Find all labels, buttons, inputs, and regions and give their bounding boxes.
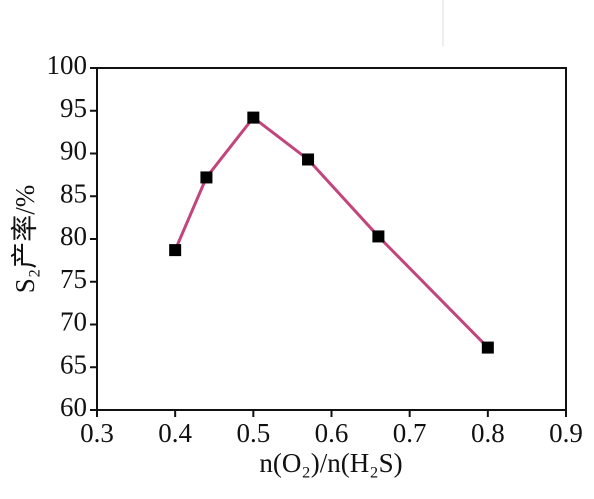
data-point: [169, 244, 182, 257]
y-tick-label: 80: [60, 221, 87, 251]
y-tick-label: 70: [60, 307, 87, 337]
x-tick-label: 0.3: [80, 418, 114, 448]
data-point: [372, 230, 385, 243]
x-tick-label: 0.9: [549, 418, 583, 448]
data-point: [302, 153, 315, 166]
data-point: [200, 171, 213, 184]
x-tick-label: 0.4: [158, 418, 192, 448]
y-tick-label: 65: [60, 349, 87, 379]
plot-frame: [96, 67, 567, 411]
data-point: [247, 111, 260, 124]
y-axis-label: S₂产率/%: [10, 185, 40, 293]
data-point: [481, 341, 494, 354]
y-tick-label: 60: [60, 392, 87, 422]
y-tick-label: 75: [60, 264, 87, 294]
y-tick-label: 85: [60, 178, 87, 208]
x-tick-label: 0.7: [393, 418, 427, 448]
x-tick-label: 0.8: [471, 418, 505, 448]
x-tick-label: 0.6: [315, 418, 349, 448]
y-tick-label: 95: [60, 93, 87, 123]
data-line: [173, 115, 489, 349]
y-tick-label: 100: [47, 50, 88, 80]
x-tick-label: 0.5: [236, 418, 270, 448]
x-axis-label: n(O₂)/n(H₂S): [259, 448, 402, 478]
y-tick-label: 90: [60, 136, 87, 166]
